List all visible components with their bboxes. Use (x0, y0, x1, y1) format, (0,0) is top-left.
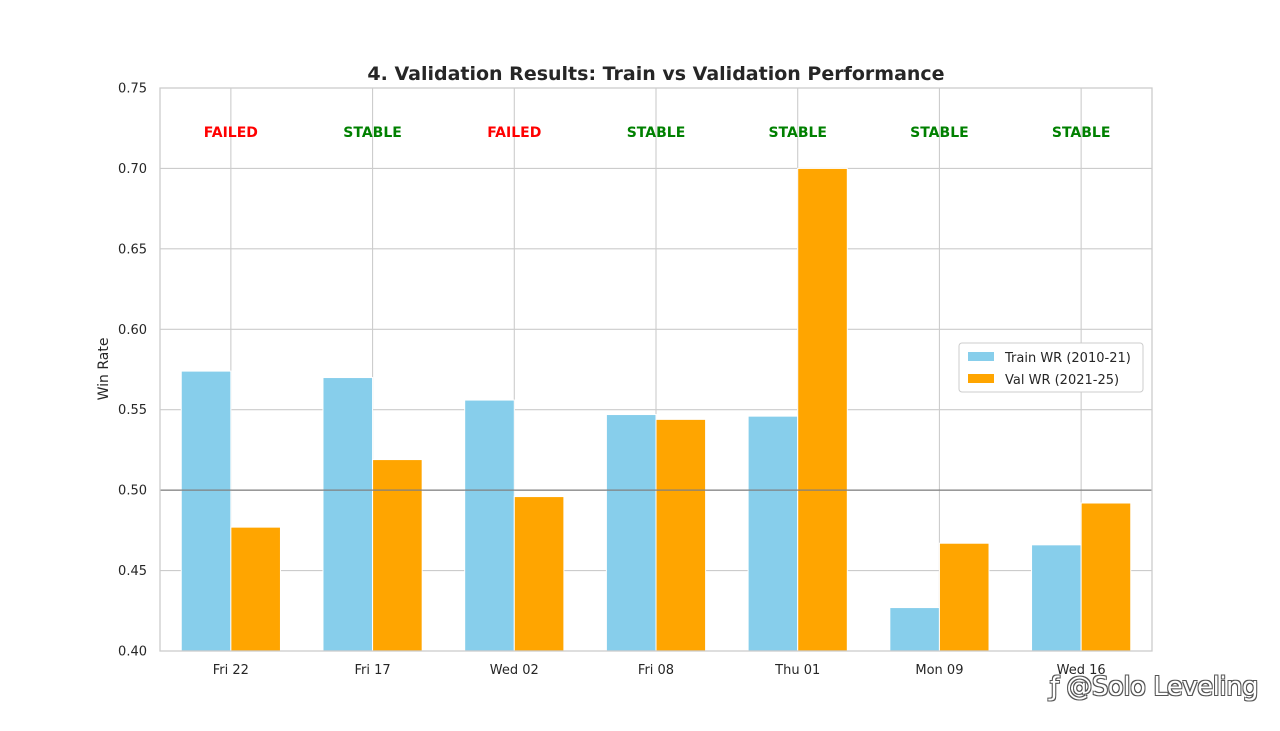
watermark-logo-icon: ƒ (1050, 672, 1059, 702)
plot-frame (159, 87, 1153, 652)
y-tick-label: 0.55 (118, 403, 147, 418)
bar-train-0 (180, 370, 232, 652)
bar-train-3 (605, 414, 657, 652)
watermark-text: @Solo Leveling (1066, 672, 1259, 702)
bar-train-5 (889, 607, 940, 652)
status-label-1: STABLE (343, 125, 402, 141)
bar-val-0 (230, 526, 281, 652)
bar-val-2 (513, 496, 565, 652)
status-label-2: FAILED (487, 125, 541, 141)
x-tick-label: Mon 09 (915, 663, 963, 678)
bar-val-3 (655, 418, 707, 652)
status-label-0: FAILED (204, 125, 258, 141)
x-axis-ticks: Fri 22 Fri 17 Wed 02 Fri 08 Thu 01 Mon 09 Wed … (213, 663, 1106, 678)
x-tick-label: Fri 08 (638, 663, 674, 678)
y-axis-ticks: 0.40 0.45 0.50 0.55 0.60 0.65 0.70 0.75 (118, 82, 147, 660)
y-axis-label: Win Rate (96, 338, 112, 401)
status-label-4: STABLE (768, 125, 827, 141)
legend-box (958, 342, 1144, 393)
legend-swatch-val (968, 374, 994, 383)
bar-val-6 (1080, 502, 1132, 652)
y-tick-label: 0.65 (118, 242, 147, 257)
y-tick-label: 0.40 (118, 645, 147, 660)
bar-train-2 (464, 399, 515, 652)
legend-swatch-train (968, 352, 994, 361)
y-tick-label: 0.50 (118, 484, 147, 499)
chart-title: 4. Validation Results: Train vs Validati… (367, 63, 944, 85)
y-tick-label: 0.60 (118, 323, 147, 338)
x-tick-label: Thu 01 (774, 663, 820, 678)
x-tick-label: Fri 22 (213, 663, 249, 678)
x-tick-label: Wed 02 (490, 663, 539, 678)
bar-val-5 (938, 542, 990, 652)
status-labels: FAILED STABLE FAILED STABLE STABLE STABLE STAB… (204, 125, 1111, 141)
status-label-3: STABLE (627, 125, 686, 141)
bar-val-1 (372, 459, 423, 652)
bar-train-6 (1031, 544, 1082, 652)
x-tick-label: Wed 16 (1057, 663, 1106, 678)
status-label-5: STABLE (910, 125, 969, 141)
x-tick-label: Fri 17 (354, 663, 390, 678)
watermark: ƒ @Solo Leveling (1050, 672, 1259, 702)
status-label-6: STABLE (1052, 125, 1111, 141)
y-tick-label: 0.75 (118, 82, 147, 97)
legend-label-val: Val WR (2021-25) (1005, 373, 1119, 388)
bar-train-1 (322, 377, 374, 652)
y-tick-label: 0.70 (118, 162, 147, 177)
bar-train-4 (747, 415, 799, 652)
bars (180, 167, 1132, 652)
y-tick-label: 0.45 (118, 564, 147, 579)
legend-label-train: Train WR (2010-21) (1004, 351, 1131, 366)
legend: Train WR (2010-21) Val WR (2021-25) (958, 342, 1144, 393)
bar-val-4 (797, 167, 848, 652)
